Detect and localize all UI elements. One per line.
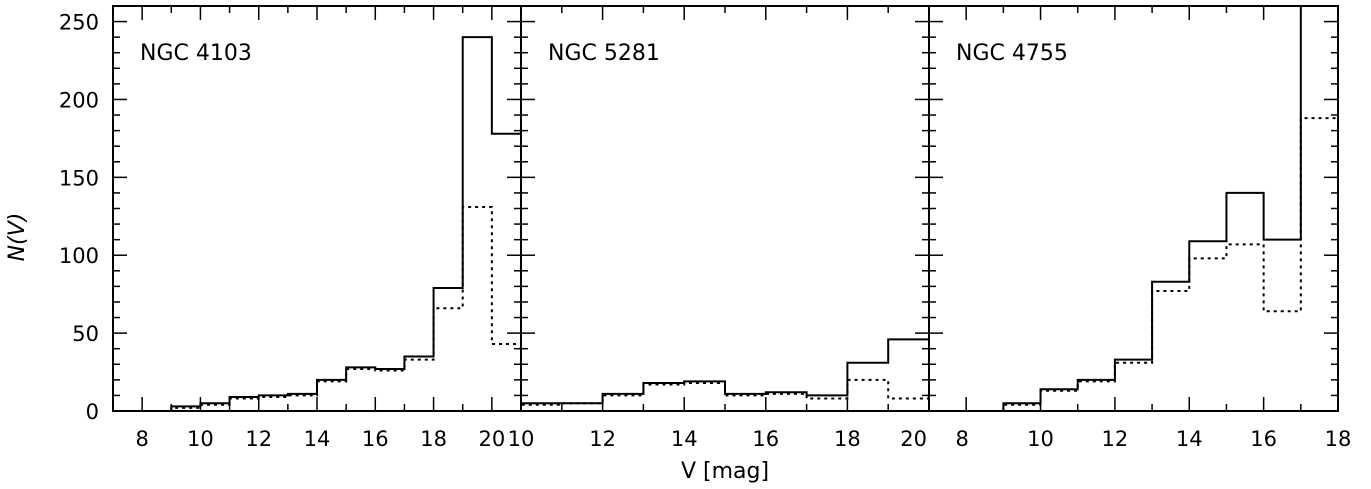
panel-label: NGC 4755 bbox=[956, 41, 1068, 66]
histogram-solid-series bbox=[170, 36, 521, 411]
panel-label: NGC 4103 bbox=[140, 41, 252, 66]
x-tick-label: 20 bbox=[900, 427, 927, 451]
histogram-solid-series bbox=[1002, 5, 1338, 411]
x-tick-label: 14 bbox=[304, 427, 331, 451]
panel-label: NGC 5281 bbox=[548, 41, 660, 66]
x-tick-label: 18 bbox=[1325, 427, 1352, 451]
x-tick-label: 14 bbox=[1176, 427, 1203, 451]
y-tick-label: 50 bbox=[72, 322, 99, 346]
x-tick-label: 12 bbox=[589, 427, 616, 451]
x-tick-label: 10 bbox=[187, 427, 214, 451]
x-tick-label: 8 bbox=[955, 427, 968, 451]
y-axis-title: N(V) bbox=[5, 213, 30, 262]
histogram-dotted-series bbox=[520, 378, 929, 411]
x-tick-label: 18 bbox=[420, 427, 447, 451]
x-tick-label: 12 bbox=[1102, 427, 1129, 451]
panel-frame bbox=[520, 5, 930, 412]
x-axis-title: V [mag] bbox=[681, 459, 769, 484]
x-tick-label: 8 bbox=[135, 427, 148, 451]
y-tick-label: 250 bbox=[59, 11, 99, 35]
panel-frame bbox=[928, 5, 1339, 412]
histogram-dotted-series bbox=[170, 205, 521, 411]
panel-ngc-4755: 8 10 12 14 16 18 NGC 4755 bbox=[928, 5, 1352, 451]
x-tick-label: 12 bbox=[245, 427, 272, 451]
histogram-solid-series bbox=[520, 338, 929, 411]
y-tick-label: 200 bbox=[59, 88, 99, 112]
x-tick-label: 14 bbox=[671, 427, 698, 451]
panel-ngc-5281: 10 12 14 16 18 20 NGC 5281 bbox=[508, 5, 930, 451]
histogram-dotted-series bbox=[1002, 117, 1338, 411]
y-tick-label: 0 bbox=[86, 400, 99, 424]
x-tick-label: 16 bbox=[1250, 427, 1277, 451]
x-tick-label: 20 bbox=[478, 427, 505, 451]
x-tick-label: 10 bbox=[508, 427, 535, 451]
x-tick-label: 16 bbox=[752, 427, 779, 451]
x-tick-label: 16 bbox=[362, 427, 389, 451]
y-tick-label: 150 bbox=[59, 166, 99, 190]
x-tick-label: 10 bbox=[1027, 427, 1054, 451]
y-tick-label: 100 bbox=[59, 244, 99, 268]
x-tick-label: 18 bbox=[834, 427, 861, 451]
panel-frame bbox=[112, 5, 522, 412]
